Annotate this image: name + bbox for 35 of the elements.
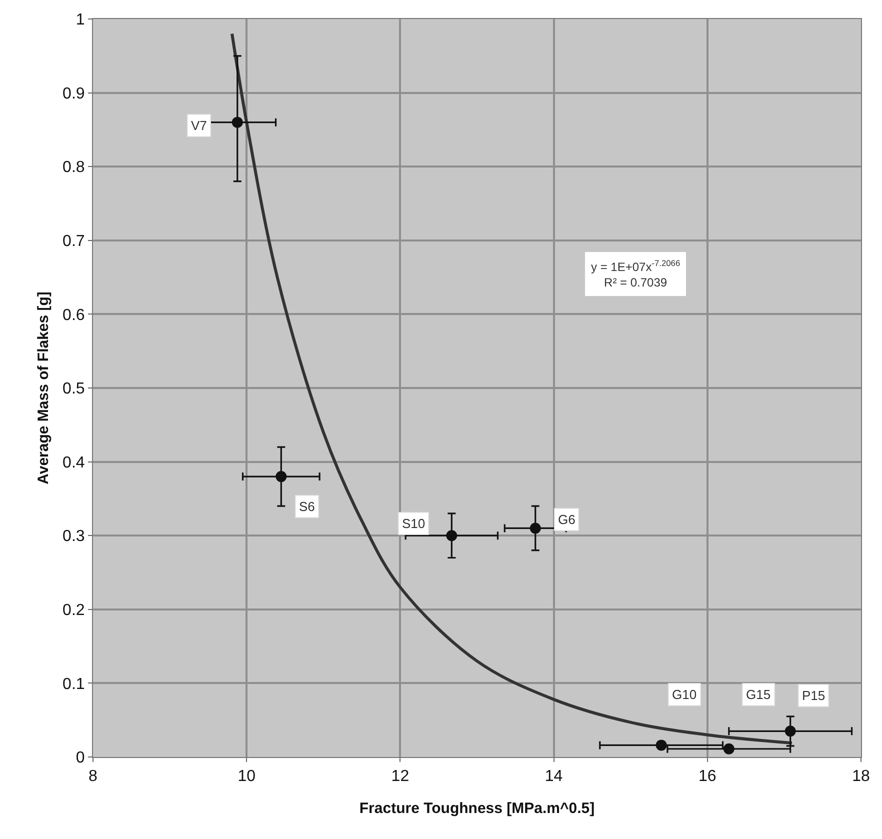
y-tick-label: 0.7 [62,233,85,250]
point [784,726,796,737]
point [530,522,541,534]
y-tick-label: 0.8 [62,159,85,176]
y-tick-label: 0.3 [62,528,85,546]
x-axis-title: Fracture Toughness [MPa.m^0.5] [359,800,595,818]
y-tick-label: 0 [76,750,85,767]
y-tick-label: 0.1 [62,676,85,693]
annotation: P15 [802,688,826,703]
y-axis-title: Average Mass of Flakes [g] [34,292,52,484]
y-tick-label: 0.4 [62,454,85,472]
point [723,743,734,754]
y-tick-label: 0.2 [62,602,85,619]
x-tick-label: 18 [852,768,870,786]
annotation: V7 [191,118,207,133]
x-tick-label: 14 [544,768,563,786]
y-tick-label: 0.5 [62,380,85,398]
point [276,471,287,482]
x-tick-label: 10 [238,768,256,786]
annotation: y = 1E+07x$^{-7.2066}$ R² = 0.7039 [591,258,680,290]
y-tick-label: 0.9 [62,85,85,102]
x-tick-label: 12 [391,768,410,786]
annotation: S10 [402,516,426,531]
x-tick-label: 16 [698,768,716,786]
annotation: S6 [299,499,315,514]
annotation: G6 [558,512,576,527]
point [232,116,243,128]
line-series [230,32,794,744]
y-tick-label: 1 [76,12,85,29]
point [446,530,458,542]
annotation: G10 [672,687,697,702]
annotation: G15 [746,687,771,702]
x-tick-label: 8 [88,768,98,786]
y-tick-label: 0.6 [62,306,85,324]
point [656,740,667,751]
